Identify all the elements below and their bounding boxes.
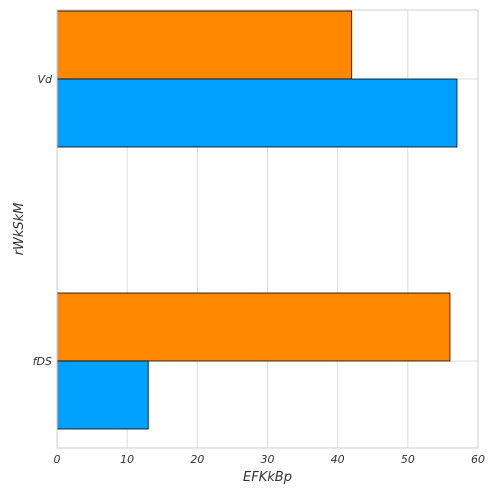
x-tick-labels: 0 10 20 30 40 50 60 xyxy=(54,453,486,466)
x-tick-label-1: 10 xyxy=(120,453,134,466)
bar-Vd-series-0 xyxy=(56,10,353,80)
bar-fDS-series-0 xyxy=(56,292,451,362)
x-tick-label-6: 60 xyxy=(471,453,485,466)
x-tick-label-5: 50 xyxy=(401,453,415,466)
y-tick-label-Vd: Vd xyxy=(37,73,53,86)
x-tick-label-4: 40 xyxy=(331,453,345,466)
y-tick-label-fDS: fDS xyxy=(33,355,52,368)
bar-fDS-series-1 xyxy=(56,360,149,430)
plot-frame xyxy=(56,9,479,449)
x-tick-label-3: 30 xyxy=(261,453,275,466)
x-tick-label-0: 0 xyxy=(54,453,61,466)
x-tick-label-2: 20 xyxy=(190,453,204,466)
bar-Vd-series-1 xyxy=(56,78,458,148)
y-tick-labels: Vd fDS xyxy=(33,73,53,368)
y-axis-label: rWkSkM xyxy=(12,203,27,256)
bars xyxy=(56,10,458,430)
x-axis-label: EFKkBp xyxy=(243,470,292,485)
